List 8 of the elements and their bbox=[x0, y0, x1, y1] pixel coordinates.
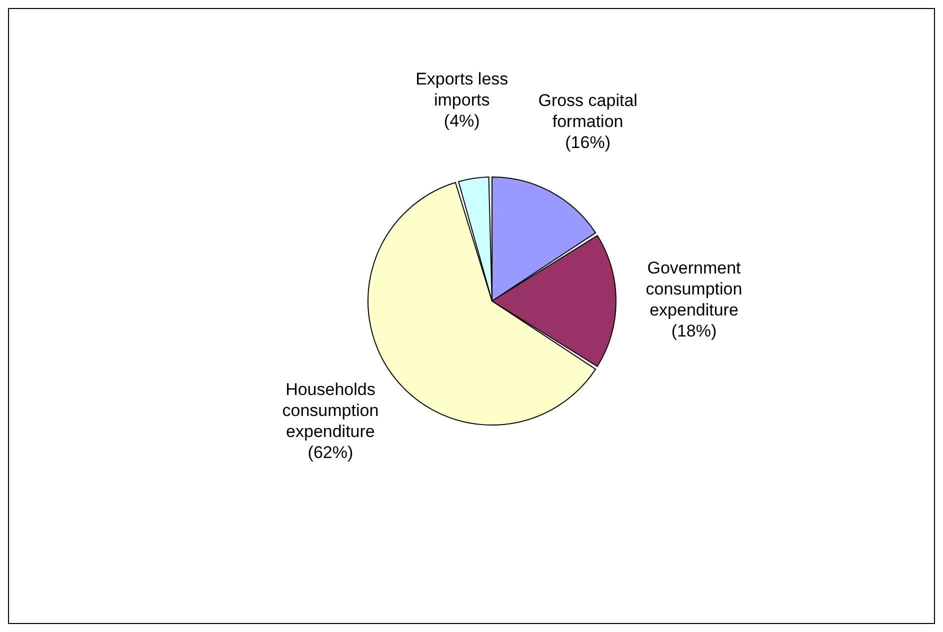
slice-label: Exports less imports bbox=[416, 70, 508, 110]
slice-label: Government consumption expenditure bbox=[646, 258, 742, 320]
data-label: (4%) bbox=[444, 112, 480, 131]
data-label: (62%) bbox=[308, 443, 354, 462]
slice-label: Households consumption expenditure bbox=[282, 380, 379, 442]
slice-label: Gross capital formation bbox=[538, 92, 638, 132]
data-label: (16%) bbox=[565, 134, 611, 153]
data-label: (18%) bbox=[671, 322, 717, 341]
